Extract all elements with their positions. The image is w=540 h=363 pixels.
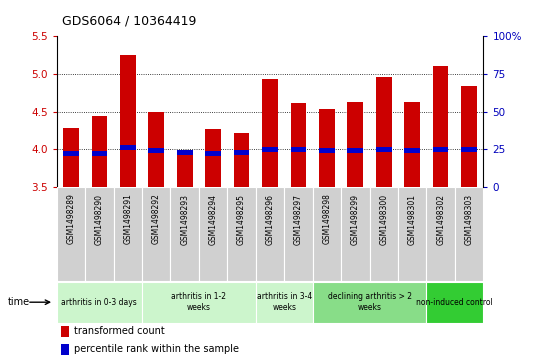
Bar: [92, 151, 107, 156]
Text: GSM1498302: GSM1498302: [436, 193, 445, 245]
Bar: [148, 112, 164, 187]
Bar: [57, 187, 85, 281]
Text: transformed count: transformed count: [74, 326, 165, 336]
Bar: [256, 282, 313, 323]
Bar: [427, 282, 483, 323]
Bar: [319, 109, 335, 187]
Bar: [234, 150, 249, 155]
Bar: [404, 148, 420, 154]
Text: GSM1498292: GSM1498292: [152, 193, 161, 244]
Bar: [199, 187, 227, 281]
Bar: [433, 66, 448, 187]
Bar: [348, 102, 363, 187]
Text: arthritis in 3-4
weeks: arthritis in 3-4 weeks: [256, 292, 312, 312]
Text: GSM1498298: GSM1498298: [322, 193, 332, 244]
Bar: [262, 79, 278, 187]
Bar: [341, 187, 369, 281]
Text: GSM1498291: GSM1498291: [123, 193, 132, 244]
Bar: [205, 151, 221, 156]
Bar: [171, 187, 199, 281]
Text: non-induced control: non-induced control: [416, 298, 493, 307]
Text: GSM1498303: GSM1498303: [464, 193, 474, 245]
Bar: [113, 187, 142, 281]
Text: GSM1498296: GSM1498296: [266, 193, 274, 245]
Text: GSM1498300: GSM1498300: [379, 193, 388, 245]
Bar: [256, 187, 284, 281]
Text: declining arthritis > 2
weeks: declining arthritis > 2 weeks: [328, 292, 411, 312]
Text: GSM1498294: GSM1498294: [208, 193, 218, 245]
Bar: [262, 147, 278, 152]
Bar: [291, 103, 306, 187]
Bar: [142, 282, 256, 323]
Text: GDS6064 / 10364419: GDS6064 / 10364419: [62, 14, 197, 27]
Text: GSM1498293: GSM1498293: [180, 193, 189, 245]
Bar: [398, 187, 427, 281]
Text: time: time: [8, 297, 30, 307]
Text: GSM1498289: GSM1498289: [66, 193, 76, 244]
Text: GSM1498290: GSM1498290: [95, 193, 104, 245]
Text: GSM1498297: GSM1498297: [294, 193, 303, 245]
Bar: [61, 326, 70, 337]
Bar: [313, 187, 341, 281]
Bar: [455, 187, 483, 281]
Bar: [427, 187, 455, 281]
Bar: [92, 116, 107, 187]
Bar: [461, 86, 477, 187]
Text: arthritis in 0-3 days: arthritis in 0-3 days: [62, 298, 137, 307]
Bar: [177, 153, 192, 187]
Bar: [376, 147, 392, 152]
Bar: [120, 55, 136, 187]
Bar: [142, 187, 171, 281]
Text: arthritis in 1-2
weeks: arthritis in 1-2 weeks: [171, 292, 226, 312]
Bar: [205, 129, 221, 187]
Bar: [404, 102, 420, 187]
Bar: [291, 147, 306, 152]
Bar: [461, 147, 477, 152]
Bar: [148, 148, 164, 154]
Bar: [57, 282, 142, 323]
Bar: [85, 187, 113, 281]
Bar: [369, 187, 398, 281]
Text: percentile rank within the sample: percentile rank within the sample: [74, 344, 239, 354]
Bar: [376, 77, 392, 187]
Bar: [61, 344, 70, 355]
Bar: [177, 150, 192, 155]
Text: GSM1498301: GSM1498301: [408, 193, 417, 245]
Bar: [313, 282, 427, 323]
Text: GSM1498295: GSM1498295: [237, 193, 246, 245]
Bar: [120, 145, 136, 150]
Bar: [284, 187, 313, 281]
Bar: [433, 147, 448, 152]
Bar: [63, 151, 79, 156]
Bar: [234, 134, 249, 187]
Bar: [63, 128, 79, 187]
Bar: [319, 148, 335, 154]
Bar: [227, 187, 256, 281]
Text: GSM1498299: GSM1498299: [351, 193, 360, 245]
Bar: [348, 148, 363, 154]
